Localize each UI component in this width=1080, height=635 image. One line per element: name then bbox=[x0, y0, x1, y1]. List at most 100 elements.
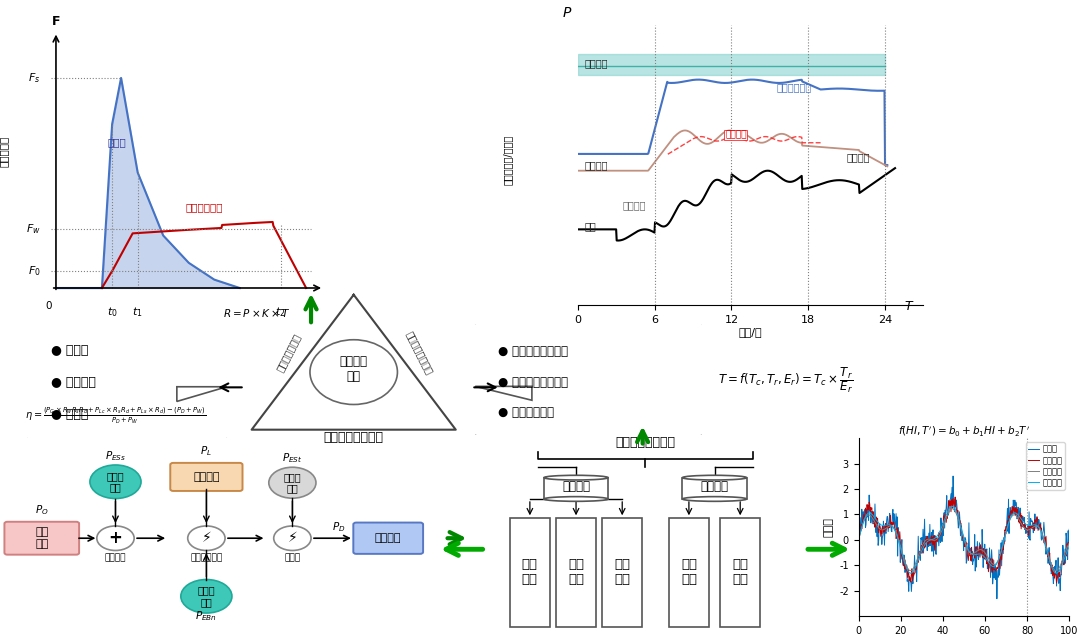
Circle shape bbox=[269, 467, 316, 498]
Text: ● 基础设施恢复时间: ● 基础设施恢复时间 bbox=[498, 376, 568, 389]
FancyBboxPatch shape bbox=[469, 323, 708, 436]
实际值 bbox=[1007, 509, 1020, 517]
FancyBboxPatch shape bbox=[171, 463, 243, 491]
Text: 负荷: 负荷 bbox=[584, 222, 596, 232]
Text: $F_0$: $F_0$ bbox=[28, 264, 41, 278]
偏差深度 bbox=[1004, 514, 1017, 521]
Text: ⚡: ⚡ bbox=[202, 531, 212, 545]
Circle shape bbox=[310, 340, 397, 404]
偏移拟合 bbox=[921, 533, 934, 540]
FancyBboxPatch shape bbox=[669, 518, 710, 627]
Text: +: + bbox=[109, 529, 122, 547]
Y-axis label: 标准量: 标准量 bbox=[824, 517, 834, 537]
Text: 本地电源: 本地电源 bbox=[193, 472, 219, 482]
偏移拟合 bbox=[877, 526, 890, 534]
Text: 实际供电: 实际供电 bbox=[584, 160, 608, 170]
偏差深度 bbox=[946, 505, 959, 512]
Text: 电力用户: 电力用户 bbox=[375, 533, 402, 543]
偏移拟合 bbox=[1063, 539, 1076, 547]
Circle shape bbox=[180, 580, 232, 613]
Text: 本地高压网络: 本地高压网络 bbox=[190, 553, 222, 562]
FancyBboxPatch shape bbox=[353, 523, 423, 554]
Ellipse shape bbox=[544, 497, 608, 501]
FancyBboxPatch shape bbox=[683, 478, 746, 499]
Circle shape bbox=[97, 526, 134, 551]
Text: 0: 0 bbox=[45, 300, 52, 311]
Line: 实际值: 实际值 bbox=[859, 476, 1069, 599]
FancyBboxPatch shape bbox=[4, 522, 79, 554]
偏差深度 bbox=[921, 535, 934, 543]
Text: $P_{ESt}$: $P_{ESt}$ bbox=[282, 451, 302, 465]
拟合方程 bbox=[852, 536, 865, 544]
实际值 bbox=[921, 547, 934, 554]
偏差深度 bbox=[877, 526, 890, 533]
Text: $P_D$: $P_D$ bbox=[333, 520, 346, 534]
Text: 累积冲击事件: 累积冲击事件 bbox=[186, 203, 222, 212]
偏移拟合 bbox=[1005, 503, 1018, 511]
Text: 用电
结构: 用电 结构 bbox=[680, 558, 697, 586]
Line: 拟合方程: 拟合方程 bbox=[859, 506, 1069, 573]
FancyBboxPatch shape bbox=[544, 478, 608, 499]
拟合方程 bbox=[877, 522, 890, 530]
Text: $T$: $T$ bbox=[904, 300, 915, 314]
Circle shape bbox=[90, 465, 141, 498]
拟合方程 bbox=[1063, 543, 1076, 551]
Text: 配电网: 配电网 bbox=[284, 553, 300, 562]
偏移拟合 bbox=[935, 524, 948, 531]
偏移拟合 bbox=[852, 542, 865, 550]
Text: $P_L$: $P_L$ bbox=[201, 444, 213, 458]
Legend: 实际值, 偏移拟合, 偏差深度, 拟合方程: 实际值, 偏移拟合, 偏差深度, 拟合方程 bbox=[1026, 443, 1065, 490]
偏差深度 bbox=[1050, 567, 1063, 575]
偏移拟合 bbox=[985, 565, 998, 572]
Bar bbox=[578, 55, 885, 74]
Text: 电网侧
储能: 电网侧 储能 bbox=[198, 585, 215, 607]
Text: 负荷需求: 负荷需求 bbox=[701, 481, 729, 493]
实际值 bbox=[990, 595, 1003, 603]
Text: 供电能力储板: 供电能力储板 bbox=[777, 82, 811, 92]
偏差深度 bbox=[985, 559, 998, 567]
X-axis label: 时间/时: 时间/时 bbox=[739, 327, 762, 337]
Text: 负荷与出力/万千瓦: 负荷与出力/万千瓦 bbox=[502, 135, 512, 185]
偏移拟合 bbox=[1050, 579, 1063, 587]
Line: 偏移拟合: 偏移拟合 bbox=[859, 497, 1069, 583]
拟合方程 bbox=[921, 537, 934, 545]
Text: $F_s$: $F_s$ bbox=[28, 71, 41, 85]
Text: ● 极端天气持续时间: ● 极端天气持续时间 bbox=[498, 345, 568, 358]
Text: 极端天气可能性: 极端天气可能性 bbox=[274, 331, 302, 373]
FancyBboxPatch shape bbox=[510, 518, 550, 627]
实际值 bbox=[852, 531, 865, 539]
拟合方程 bbox=[1007, 511, 1020, 518]
Text: 需求
管理: 需求 管理 bbox=[732, 558, 748, 586]
实际值 bbox=[935, 538, 948, 545]
Text: 供电能力: 供电能力 bbox=[562, 481, 590, 493]
Text: 储能
建设: 储能 建设 bbox=[615, 558, 631, 586]
偏差深度 bbox=[935, 526, 948, 534]
拟合方程 bbox=[986, 563, 999, 570]
Text: 电网
运行: 电网 运行 bbox=[568, 558, 584, 586]
Ellipse shape bbox=[683, 476, 746, 480]
Text: 外埠
电源: 外埠 电源 bbox=[36, 528, 49, 549]
偏移拟合 bbox=[1004, 507, 1017, 515]
Text: $P$: $P$ bbox=[563, 6, 572, 20]
Text: ● 累积损伤: ● 累积损伤 bbox=[51, 376, 96, 389]
实际值 bbox=[1005, 507, 1018, 515]
Text: 冲击破坏力: 冲击破坏力 bbox=[0, 135, 9, 167]
Text: ⚡: ⚡ bbox=[287, 531, 297, 545]
Line: 偏差深度: 偏差深度 bbox=[859, 509, 1069, 571]
Text: $F_w$: $F_w$ bbox=[26, 222, 41, 236]
Text: 负荷增长: 负荷增长 bbox=[847, 152, 870, 162]
Text: 极端天气持续时间: 极端天气持续时间 bbox=[404, 329, 434, 375]
FancyBboxPatch shape bbox=[556, 518, 596, 627]
拟合方程 bbox=[946, 502, 959, 510]
拟合方程 bbox=[904, 570, 917, 577]
Text: $t_1$: $t_1$ bbox=[133, 305, 143, 319]
Title: $f(HI, T^{\prime}) = b_0 + b_1 HI + b_2 T^{\prime}$: $f(HI, T^{\prime}) = b_0 + b_1 HI + b_2 … bbox=[897, 424, 1030, 438]
Text: 负荷恢复: 负荷恢复 bbox=[622, 200, 646, 210]
Text: ● 耦合型: ● 耦合型 bbox=[51, 408, 89, 421]
实际值 bbox=[877, 523, 890, 531]
Polygon shape bbox=[177, 387, 227, 401]
Ellipse shape bbox=[683, 497, 746, 501]
Text: 电力负荷裕度状态: 电力负荷裕度状态 bbox=[324, 431, 383, 444]
FancyBboxPatch shape bbox=[21, 319, 233, 439]
FancyBboxPatch shape bbox=[602, 518, 643, 627]
